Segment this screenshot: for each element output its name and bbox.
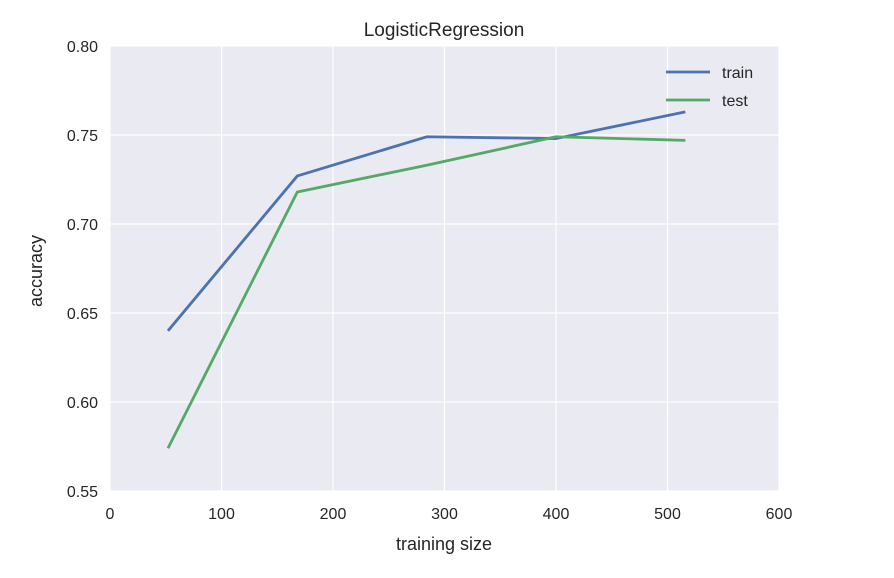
y-tick-label: 0.60 [67, 395, 98, 412]
legend-label-train: train [722, 65, 753, 82]
x-tick-label: 600 [766, 506, 793, 523]
x-tick-label: 300 [431, 506, 458, 523]
x-tick-label: 200 [320, 506, 347, 523]
series-line-train [166, 110, 686, 332]
series-line-test [166, 135, 686, 449]
chart-title: LogisticRegression [364, 20, 525, 41]
y-tick-labels: 0.55 0.60 0.65 0.70 0.75 0.80 [67, 39, 98, 501]
y-axis-label: accuracy [26, 235, 46, 307]
y-tick-label: 0.75 [67, 128, 98, 145]
y-tick-label: 0.70 [67, 217, 98, 234]
y-tick-label: 0.65 [67, 306, 98, 323]
legend: train test [666, 65, 753, 110]
series-layer [166, 110, 686, 449]
x-tick-label: 100 [208, 506, 235, 523]
x-tick-label: 500 [654, 506, 681, 523]
x-tick-label: 400 [543, 506, 570, 523]
x-axis-label: training size [396, 534, 492, 554]
legend-label-test: test [722, 93, 748, 110]
y-tick-label: 0.55 [67, 484, 98, 501]
y-tick-label: 0.80 [67, 39, 98, 56]
x-tick-labels: 0 100 200 300 400 500 600 [106, 506, 793, 523]
x-tick-label: 0 [106, 506, 115, 523]
